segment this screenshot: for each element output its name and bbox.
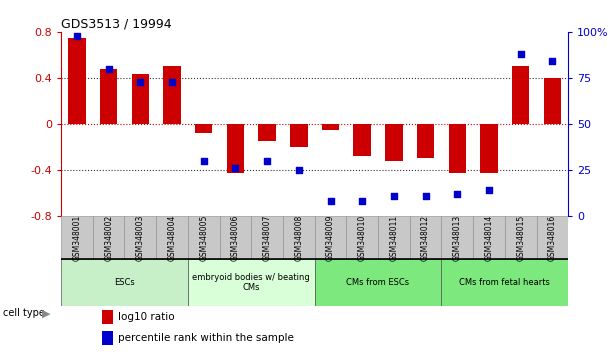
Text: percentile rank within the sample: percentile rank within the sample <box>118 333 294 343</box>
Bar <box>315 259 441 306</box>
Bar <box>101 331 113 345</box>
Text: GSM348007: GSM348007 <box>263 215 272 261</box>
Point <box>484 187 494 193</box>
Bar <box>100 69 117 124</box>
Point <box>294 167 304 173</box>
Bar <box>354 124 371 156</box>
Bar <box>346 216 378 259</box>
Text: GSM348011: GSM348011 <box>389 215 398 261</box>
Bar <box>156 216 188 259</box>
Text: GSM348013: GSM348013 <box>453 215 462 261</box>
Text: GSM348015: GSM348015 <box>516 215 525 261</box>
Bar <box>195 124 213 133</box>
Text: GSM348004: GSM348004 <box>167 215 177 261</box>
Bar <box>544 78 561 124</box>
Bar <box>188 259 315 306</box>
Point <box>167 79 177 84</box>
Bar <box>188 216 219 259</box>
Bar <box>251 216 283 259</box>
Bar <box>61 259 188 306</box>
Bar <box>258 124 276 141</box>
Text: GDS3513 / 19994: GDS3513 / 19994 <box>61 18 172 31</box>
Bar <box>93 216 125 259</box>
Text: GSM348009: GSM348009 <box>326 215 335 261</box>
Text: GSM348002: GSM348002 <box>104 215 113 261</box>
Text: GSM348014: GSM348014 <box>485 215 494 261</box>
Bar <box>322 124 339 130</box>
Text: ESCs: ESCs <box>114 278 135 287</box>
Point <box>357 199 367 204</box>
Text: GSM348010: GSM348010 <box>357 215 367 261</box>
Bar <box>163 67 181 124</box>
Point <box>326 199 335 204</box>
Text: GSM348016: GSM348016 <box>548 215 557 261</box>
Bar <box>101 310 113 324</box>
Bar <box>441 216 473 259</box>
Text: CMs from fetal hearts: CMs from fetal hearts <box>459 278 551 287</box>
Bar <box>68 38 86 124</box>
Bar <box>512 67 529 124</box>
Bar <box>61 216 93 259</box>
Text: GSM348001: GSM348001 <box>73 215 81 261</box>
Bar <box>227 124 244 173</box>
Bar <box>125 216 156 259</box>
Bar <box>385 124 403 161</box>
Point <box>136 79 145 84</box>
Bar <box>315 216 346 259</box>
Bar <box>131 74 149 124</box>
Bar <box>473 216 505 259</box>
Text: log10 ratio: log10 ratio <box>118 313 175 322</box>
Bar <box>219 216 251 259</box>
Point <box>421 193 431 199</box>
Bar <box>480 124 498 173</box>
Text: GSM348005: GSM348005 <box>199 215 208 261</box>
Bar <box>378 216 410 259</box>
Point <box>104 66 114 72</box>
Bar <box>441 259 568 306</box>
Bar <box>505 216 536 259</box>
Bar <box>417 124 434 159</box>
Point <box>230 165 240 171</box>
Text: GSM348008: GSM348008 <box>295 215 303 261</box>
Point <box>199 158 208 164</box>
Point <box>262 158 272 164</box>
Bar <box>410 216 441 259</box>
Bar <box>536 216 568 259</box>
Point <box>389 193 399 199</box>
Bar <box>448 124 466 173</box>
Point <box>547 58 557 64</box>
Point <box>452 191 462 197</box>
Bar <box>290 124 307 147</box>
Text: GSM348012: GSM348012 <box>421 215 430 261</box>
Point <box>72 33 82 38</box>
Bar <box>283 216 315 259</box>
Text: GSM348003: GSM348003 <box>136 215 145 261</box>
Text: cell type: cell type <box>3 308 45 318</box>
Text: CMs from ESCs: CMs from ESCs <box>346 278 409 287</box>
Point <box>516 51 525 57</box>
Text: embryoid bodies w/ beating
CMs: embryoid bodies w/ beating CMs <box>192 273 310 292</box>
Text: ▶: ▶ <box>42 308 50 318</box>
Text: GSM348006: GSM348006 <box>231 215 240 261</box>
